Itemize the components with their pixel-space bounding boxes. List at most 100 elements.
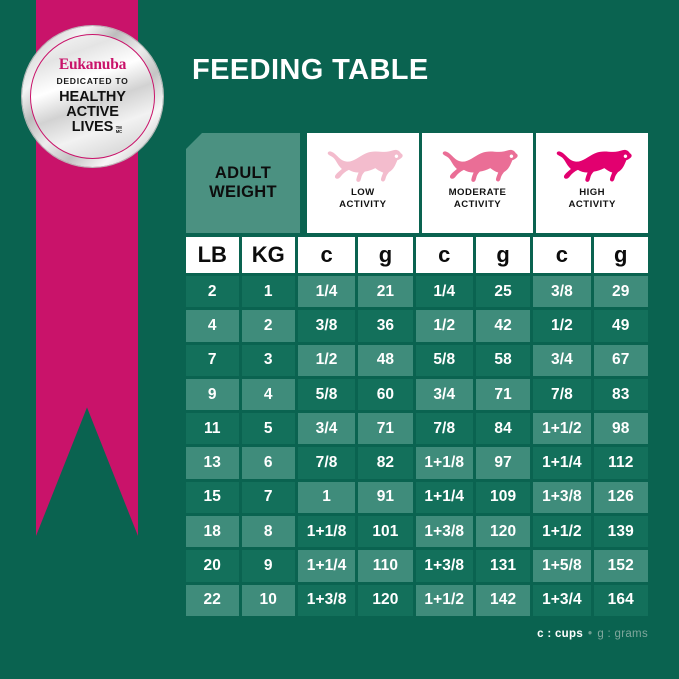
cell-mod-g: 131 [475, 550, 531, 582]
cell-low-g: 48 [358, 344, 413, 376]
cell-mod-g: 25 [475, 276, 531, 308]
cell-high-c: 3/4 [533, 344, 591, 376]
cell-lb: 4 [186, 310, 239, 342]
badge-dedicated-text: DEDICATED TO [56, 75, 129, 86]
cell-low-c: 3/8 [297, 310, 356, 342]
activity-column-high: HIGH ACTIVITY [536, 133, 649, 233]
activity-low-line2: ACTIVITY [339, 198, 387, 210]
cell-low-g: 82 [358, 447, 413, 479]
footnote-legend: c : cups • g : grams [537, 628, 648, 640]
cell-mod-g: 71 [475, 378, 531, 411]
cell-mod-c: 1+3/8 [415, 550, 473, 582]
unit-header-c-6: c [533, 237, 591, 273]
table-unit-header-row: LB KG c g c g c g [186, 237, 648, 273]
cell-low-c: 1+1/8 [297, 516, 356, 548]
eukanuba-seal-badge: Eukanuba DEDICATED TO HEALTHY ACTIVE LIV… [22, 26, 163, 167]
cell-low-c: 5/8 [297, 378, 356, 411]
cell-kg: 4 [241, 378, 295, 411]
cell-mod-g: 84 [475, 413, 531, 445]
unit-header-g-5: g [475, 237, 531, 273]
trademark-mark: TM MC [115, 124, 123, 135]
cell-mod-c: 1+1/4 [415, 481, 473, 514]
cell-mod-g: 109 [475, 481, 531, 514]
page-title: FEEDING TABLE [192, 54, 429, 86]
activity-label-high: HIGH ACTIVITY [569, 187, 616, 211]
cell-lb: 2 [186, 276, 239, 308]
cell-high-g: 126 [593, 481, 648, 514]
cell-lb: 15 [186, 481, 239, 514]
activity-high-line2: ACTIVITY [568, 198, 616, 210]
activity-high-line1: HIGH [579, 187, 606, 198]
dog-leaping-icon [556, 149, 632, 182]
table-row: 2 1 1/4 21 1/4 25 3/8 29 [186, 276, 648, 308]
cell-high-c: 7/8 [533, 378, 591, 411]
cell-low-g: 21 [358, 276, 413, 308]
cell-high-g: 112 [593, 447, 648, 479]
cell-high-c: 1+1/2 [533, 413, 591, 445]
cell-mod-g: 97 [475, 447, 531, 479]
cell-kg: 6 [241, 447, 295, 479]
cell-low-c: 1+3/8 [297, 584, 356, 616]
cell-high-c: 1+1/2 [533, 516, 591, 548]
unit-header-c-2: c [297, 237, 356, 273]
cell-low-c: 3/4 [297, 413, 356, 445]
cell-mod-c: 5/8 [415, 344, 473, 376]
cell-high-c: 1+5/8 [533, 550, 591, 582]
cell-high-g: 49 [593, 310, 648, 342]
cell-low-c: 1/4 [297, 276, 356, 308]
cell-high-g: 98 [593, 413, 648, 445]
badge-inner: Eukanuba DEDICATED TO HEALTHY ACTIVE LIV… [30, 34, 155, 159]
cell-mod-c: 1/4 [415, 276, 473, 308]
table-row: 9 4 5/8 60 3/4 71 7/8 83 [186, 378, 648, 411]
table-row: 18 8 1+1/8 101 1+3/8 120 1+1/2 139 [186, 516, 648, 548]
table-row: 7 3 1/2 48 5/8 58 3/4 67 [186, 344, 648, 376]
activity-column-moderate: MODERATE ACTIVITY [421, 133, 534, 233]
cell-kg: 1 [241, 276, 295, 308]
cell-lb: 22 [186, 584, 239, 616]
cell-mod-g: 142 [475, 584, 531, 616]
cell-mod-g: 42 [475, 310, 531, 342]
cell-low-g: 71 [358, 413, 413, 445]
unit-header-g-7: g [593, 237, 648, 273]
activity-low-line1: LOW [350, 187, 375, 198]
legend-cups: c : cups [537, 628, 584, 640]
feeding-table: ADULT WEIGHT LOW ACTIVITY MODERATE ACTIV… [186, 133, 649, 616]
adult-weight-header: ADULT WEIGHT [186, 133, 300, 233]
cell-lb: 7 [186, 344, 239, 376]
cell-mod-g: 120 [475, 516, 531, 548]
table-body: 2 1 1/4 21 1/4 25 3/8 29 4 2 3/8 36 1/2 42 1/2 49 7 3 1/2 4… [186, 276, 648, 616]
cell-mod-c: 1+1/2 [415, 584, 473, 616]
cell-high-c: 1+1/4 [533, 447, 591, 479]
cell-low-c: 7/8 [297, 447, 356, 479]
cell-low-c: 1+1/4 [297, 550, 356, 582]
cell-high-c: 3/8 [533, 276, 591, 308]
cell-kg: 5 [241, 413, 295, 445]
legend-separator: • [588, 628, 593, 640]
cell-low-g: 101 [358, 516, 413, 548]
cell-high-g: 139 [593, 516, 648, 548]
cell-mod-c: 7/8 [415, 413, 473, 445]
cell-high-c: 1+3/8 [533, 481, 591, 514]
cell-mod-c: 1/2 [415, 310, 473, 342]
cell-lb: 11 [186, 413, 239, 445]
cell-low-g: 91 [358, 481, 413, 514]
cell-high-g: 164 [593, 584, 648, 616]
unit-header-g-3: g [358, 237, 413, 273]
table-row: 22 10 1+3/8 120 1+1/2 142 1+3/4 164 [186, 584, 648, 616]
cell-lb: 18 [186, 516, 239, 548]
cell-high-g: 29 [593, 276, 648, 308]
cell-low-g: 60 [358, 378, 413, 411]
cell-low-c: 1/2 [297, 344, 356, 376]
badge-lives-text: LIVES [71, 119, 114, 136]
cell-low-g: 36 [358, 310, 413, 342]
cell-mod-c: 1+3/8 [415, 516, 473, 548]
unit-header-lb-0: LB [186, 237, 239, 273]
cell-low-g: 110 [358, 550, 413, 582]
cell-high-g: 83 [593, 378, 648, 411]
badge-line-healthy: HEALTHY [59, 88, 126, 105]
cell-low-c: 1 [297, 481, 356, 514]
table-row: 15 7 1 91 1+1/4 109 1+3/8 126 [186, 481, 648, 514]
legend-grams: g : grams [597, 628, 648, 640]
table-header-row: ADULT WEIGHT LOW ACTIVITY MODERATE ACTIV… [186, 133, 649, 233]
cell-kg: 10 [241, 584, 295, 616]
